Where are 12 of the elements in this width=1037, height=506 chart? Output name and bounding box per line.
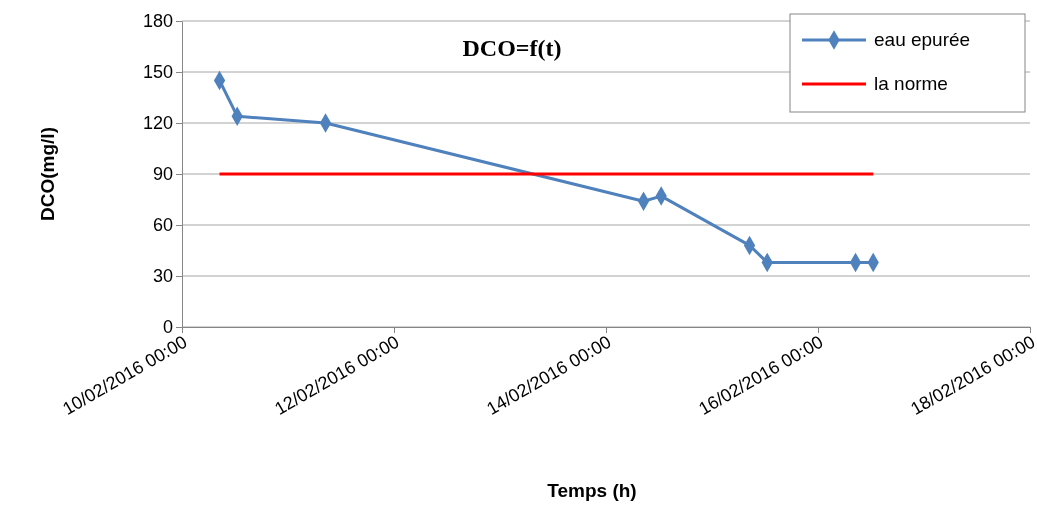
text: DCO=f(t) bbox=[462, 35, 562, 61]
y-tick-label: 150 bbox=[142, 62, 173, 83]
y-tick-label: 60 bbox=[152, 215, 173, 236]
legend-label: eau epurée bbox=[874, 29, 971, 50]
y-tick-label: 30 bbox=[152, 266, 173, 287]
y-axis-title: DCO(mg/l) bbox=[37, 127, 58, 221]
y-tick-label: 0 bbox=[162, 317, 173, 338]
y-tick-label: 180 bbox=[142, 11, 173, 32]
y-tick-label: 120 bbox=[142, 113, 173, 134]
legend-label: la norme bbox=[874, 73, 948, 94]
y-tick-label: 90 bbox=[152, 164, 173, 185]
x-axis-title: Temps (h) bbox=[547, 480, 637, 501]
